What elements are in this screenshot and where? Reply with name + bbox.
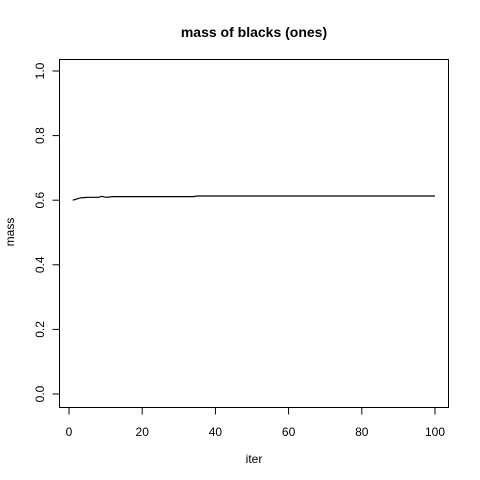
x-axis-label: iter	[246, 452, 263, 466]
y-axis-label: mass	[3, 218, 17, 247]
y-tick-label: 0.2	[33, 321, 47, 338]
plot-frame	[59, 59, 449, 408]
series-layer	[72, 195, 435, 201]
x-tick-label: 100	[425, 425, 445, 439]
series-line	[72, 195, 435, 201]
y-tick-label: 0.0	[33, 385, 47, 402]
x-tick-label: 40	[209, 425, 223, 439]
y-tick-label: 0.4	[33, 256, 47, 273]
y-tick-label: 0.6	[33, 192, 47, 209]
x-axis: 0 20 40 60 80 100	[66, 407, 445, 439]
x-tick-label: 0	[66, 425, 73, 439]
y-axis: 0.0 0.2 0.4 0.6 0.8 1.0	[33, 62, 60, 402]
x-tick-label: 80	[355, 425, 369, 439]
x-tick-label: 20	[136, 425, 150, 439]
y-tick-label: 0.8	[33, 127, 47, 144]
x-tick-label: 60	[282, 425, 296, 439]
y-tick-label: 1.0	[33, 62, 47, 79]
chart-title: mass of blacks (ones)	[181, 24, 327, 40]
